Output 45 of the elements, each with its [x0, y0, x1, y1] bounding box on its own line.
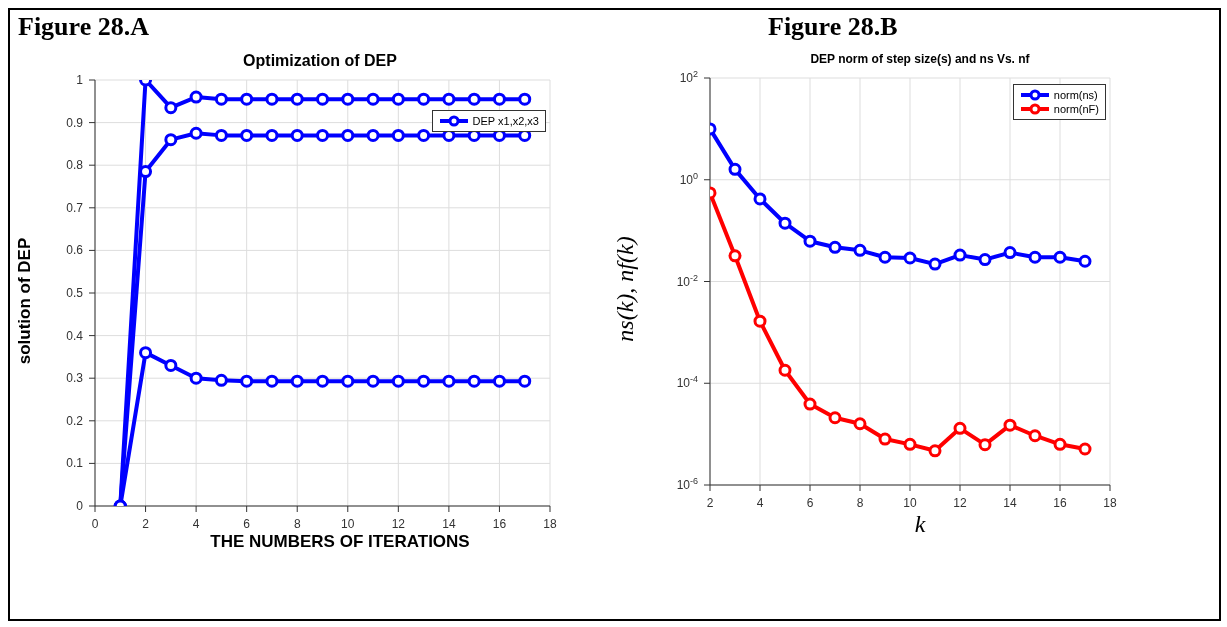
chart-title: DEP norm of step size(s) and ns Vs. nf	[809, 52, 1031, 66]
y-tick-label: 0.8	[66, 158, 84, 173]
x-tick-label: 8	[293, 517, 301, 531]
y-tick-label: 10$^{0}$	[679, 170, 698, 187]
x-tick-label: 14	[442, 517, 456, 531]
x-tick-label: 10	[341, 517, 355, 531]
chart-title: Optimization of DEP	[242, 52, 398, 70]
y-axis-title: ns(k), nf(k)	[611, 235, 639, 342]
x-axis-title: THE NUMBERS OF ITERATIONS	[209, 532, 471, 552]
y-tick-label: 0.7	[66, 200, 84, 215]
legend-label: norm(ns)	[1053, 89, 1098, 101]
y-tick-label: 0.1	[66, 456, 84, 471]
y-tick-label: 0.4	[66, 328, 84, 343]
x-tick-label: 6	[806, 496, 814, 510]
x-tick-label: 2	[706, 496, 714, 510]
caption: Figure 28.A	[17, 11, 150, 43]
x-tick-label: 4	[756, 496, 764, 510]
y-tick-label: 0.3	[66, 371, 84, 386]
y-tick-label: 10$^{2}$	[679, 69, 698, 85]
caption: Figure 28.B	[767, 11, 899, 43]
y-tick-label: 1	[76, 73, 84, 87]
y-tick-label: 10$^{-6}$	[676, 476, 698, 492]
x-tick-label: 16	[1053, 496, 1067, 510]
x-tick-label: 4	[192, 517, 200, 531]
y-tick-label: 0.6	[66, 243, 84, 258]
x-tick-label: 6	[243, 517, 251, 531]
x-tick-label: 12	[391, 517, 406, 531]
x-tick-label: 12	[953, 496, 967, 510]
x-tick-label: 18	[543, 517, 557, 531]
x-tick-label: 18	[1103, 496, 1117, 510]
y-tick-label: 10$^{-2}$	[676, 272, 698, 289]
x-tick-label: 2	[142, 517, 150, 531]
y-axis-title: solution of DEP	[15, 237, 35, 365]
y-tick-label: 0.2	[66, 413, 84, 428]
y-tick-label: 10$^{-4}$	[676, 374, 698, 391]
x-tick-label: 8	[856, 496, 864, 510]
y-tick-label: 0.9	[66, 115, 84, 130]
legend-label: norm(nF)	[1053, 103, 1099, 115]
x-axis-title: k	[913, 511, 927, 538]
y-tick-label: 0.5	[66, 286, 84, 300]
x-tick-label: 14	[1003, 496, 1017, 510]
x-tick-label: 16	[492, 517, 507, 531]
x-tick-label: 0	[91, 517, 99, 531]
legend-label: DEP x1,x2,x3	[472, 115, 539, 127]
x-tick-label: 10	[903, 496, 917, 510]
